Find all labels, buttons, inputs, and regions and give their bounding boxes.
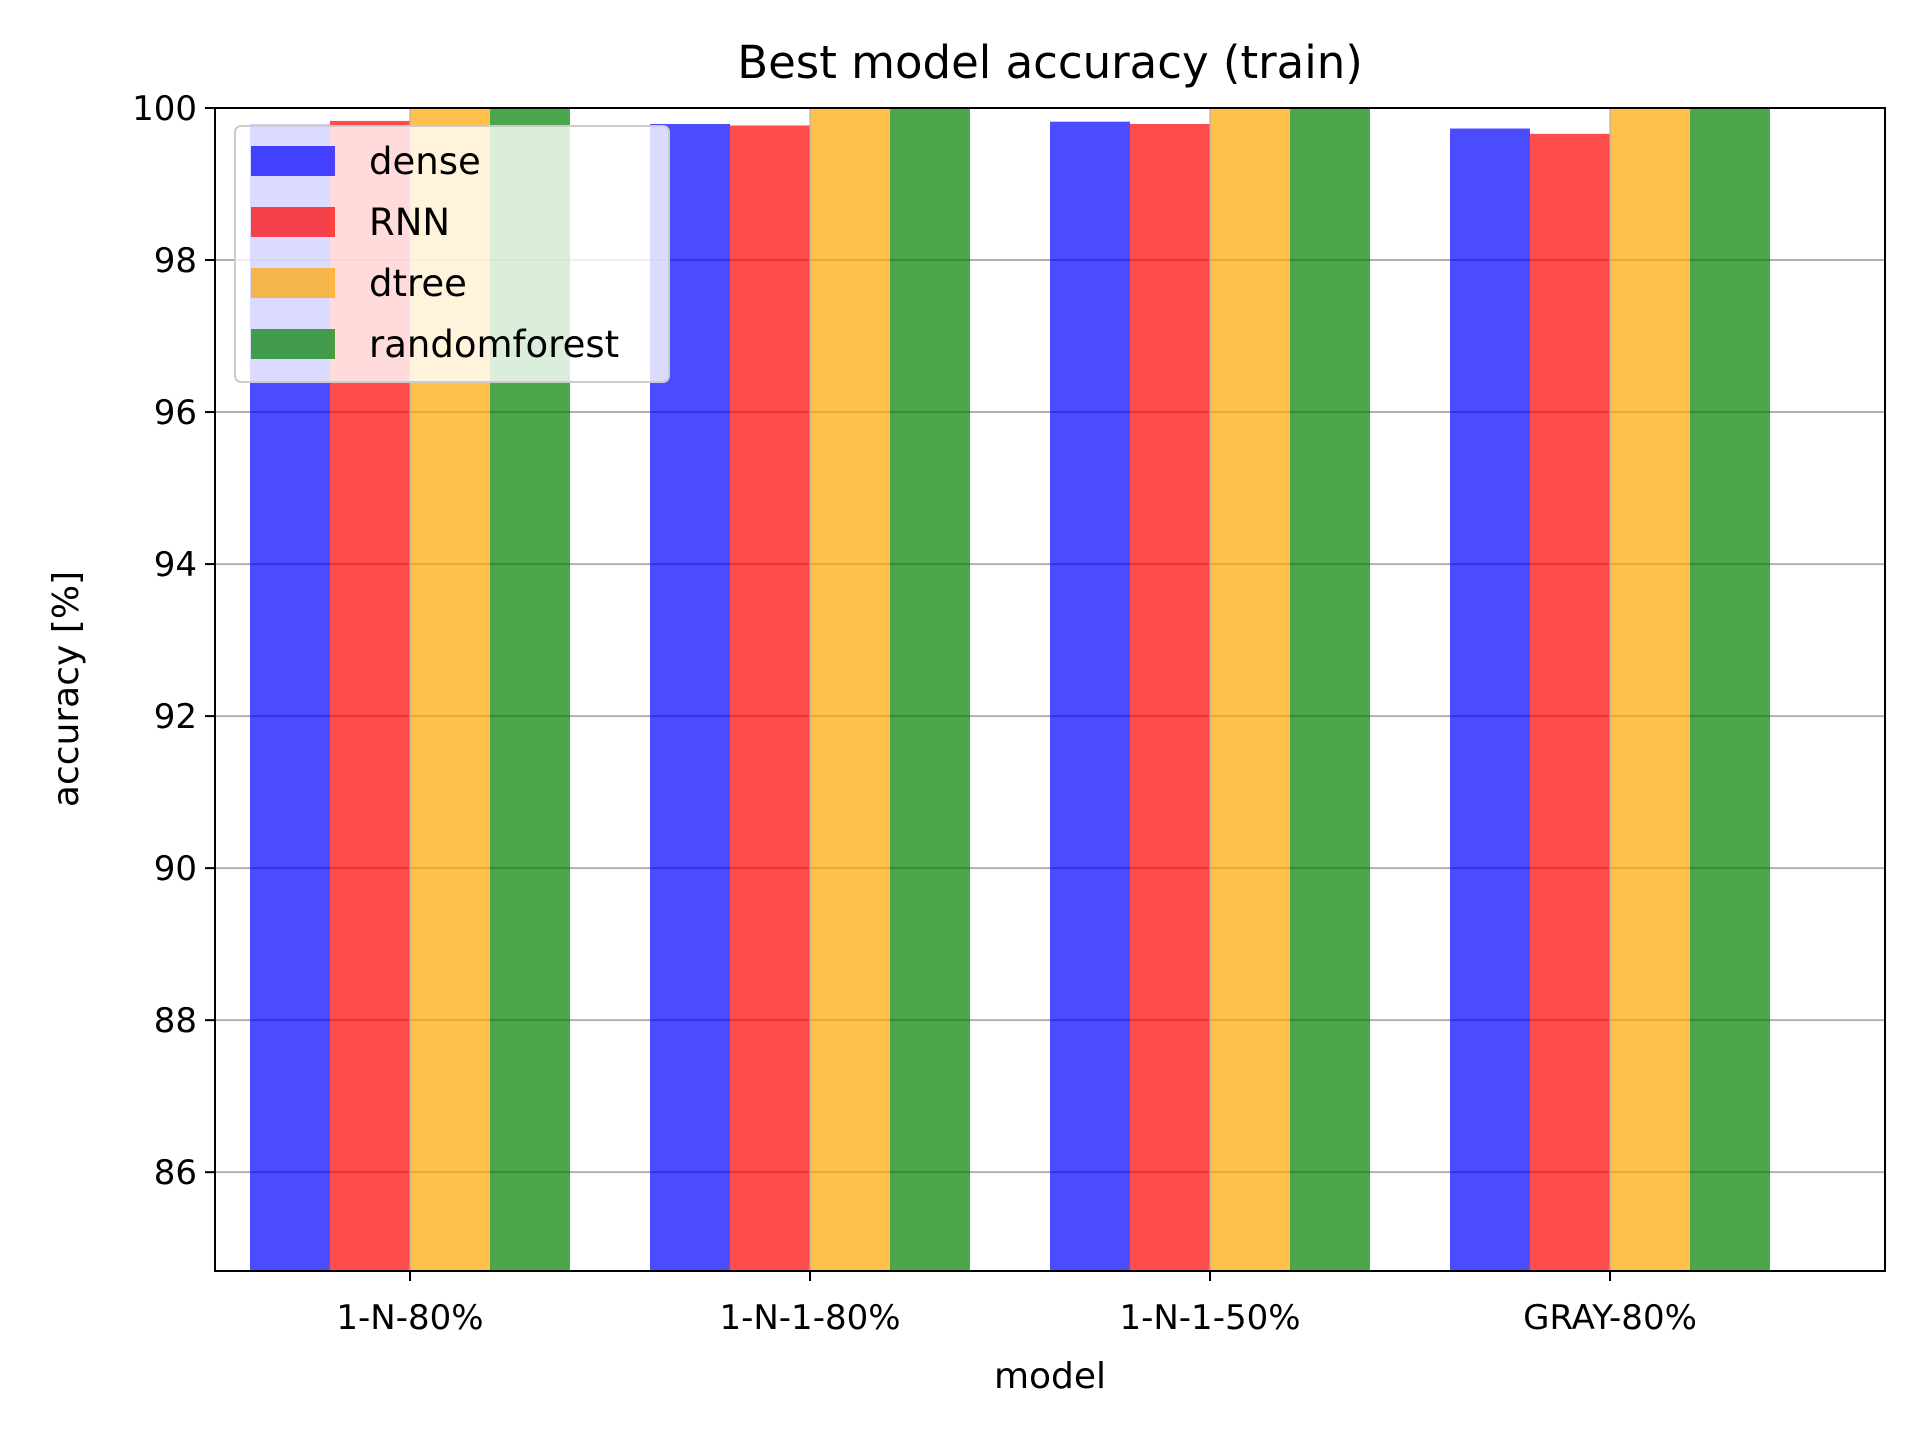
y-tick-label: 90 <box>154 849 197 889</box>
x-tick-label: 1-N-1-80% <box>719 1298 900 1338</box>
legend-label-randomforest: randomforest <box>369 323 619 366</box>
legend-swatch-dtree <box>251 268 335 298</box>
y-tick-label: 92 <box>154 697 197 737</box>
bar-dtree-1 <box>810 108 890 1271</box>
y-tick-label: 100 <box>132 89 197 129</box>
y-tick-label: 86 <box>154 1153 197 1193</box>
bar-RNN-2 <box>1130 123 1210 1271</box>
legend-label-dtree: dtree <box>369 262 467 305</box>
y-tick-label: 88 <box>154 1001 197 1041</box>
legend-swatch-randomforest <box>251 329 335 359</box>
bar-RNN-3 <box>1530 133 1610 1271</box>
bar-randomforest-2 <box>1290 108 1370 1271</box>
x-tick-label: GRAY-80% <box>1523 1298 1697 1338</box>
plot-area-frame <box>214 107 1886 1272</box>
legend-label-dense: dense <box>369 140 481 183</box>
bar-randomforest-1 <box>890 108 970 1271</box>
x-axis-ticks: 1-N-80% 1-N-1-80% 1-N-1-50% GRAY-80% <box>336 1271 1697 1338</box>
y-axis-label: accuracy [%] <box>46 571 87 807</box>
bar-dense-3 <box>1450 128 1530 1271</box>
x-tick-label: 1-N-1-50% <box>1119 1298 1300 1338</box>
legend-label-RNN: RNN <box>369 201 450 244</box>
legend-swatch-RNN <box>251 207 335 237</box>
legend-swatch-dense <box>251 146 335 176</box>
legend: dense RNN dtree randomforest <box>234 125 670 383</box>
y-tick-label: 98 <box>154 241 197 281</box>
y-axis-ticks: 86 88 90 92 94 96 98 100 <box>132 89 215 1193</box>
y-tick-label: 96 <box>154 393 197 433</box>
bar-RNN-1 <box>730 125 810 1271</box>
bar-dtree-3 <box>1610 108 1690 1271</box>
chart-title: Best model accuracy (train) <box>737 36 1363 89</box>
x-tick-label: 1-N-80% <box>336 1298 483 1338</box>
bar-dtree-2 <box>1210 108 1290 1271</box>
bar-randomforest-3 <box>1690 108 1770 1271</box>
x-axis-label: model <box>994 1356 1106 1397</box>
bar-dense-2 <box>1050 121 1130 1271</box>
legend-box <box>234 125 670 383</box>
y-tick-label: 94 <box>154 545 197 585</box>
